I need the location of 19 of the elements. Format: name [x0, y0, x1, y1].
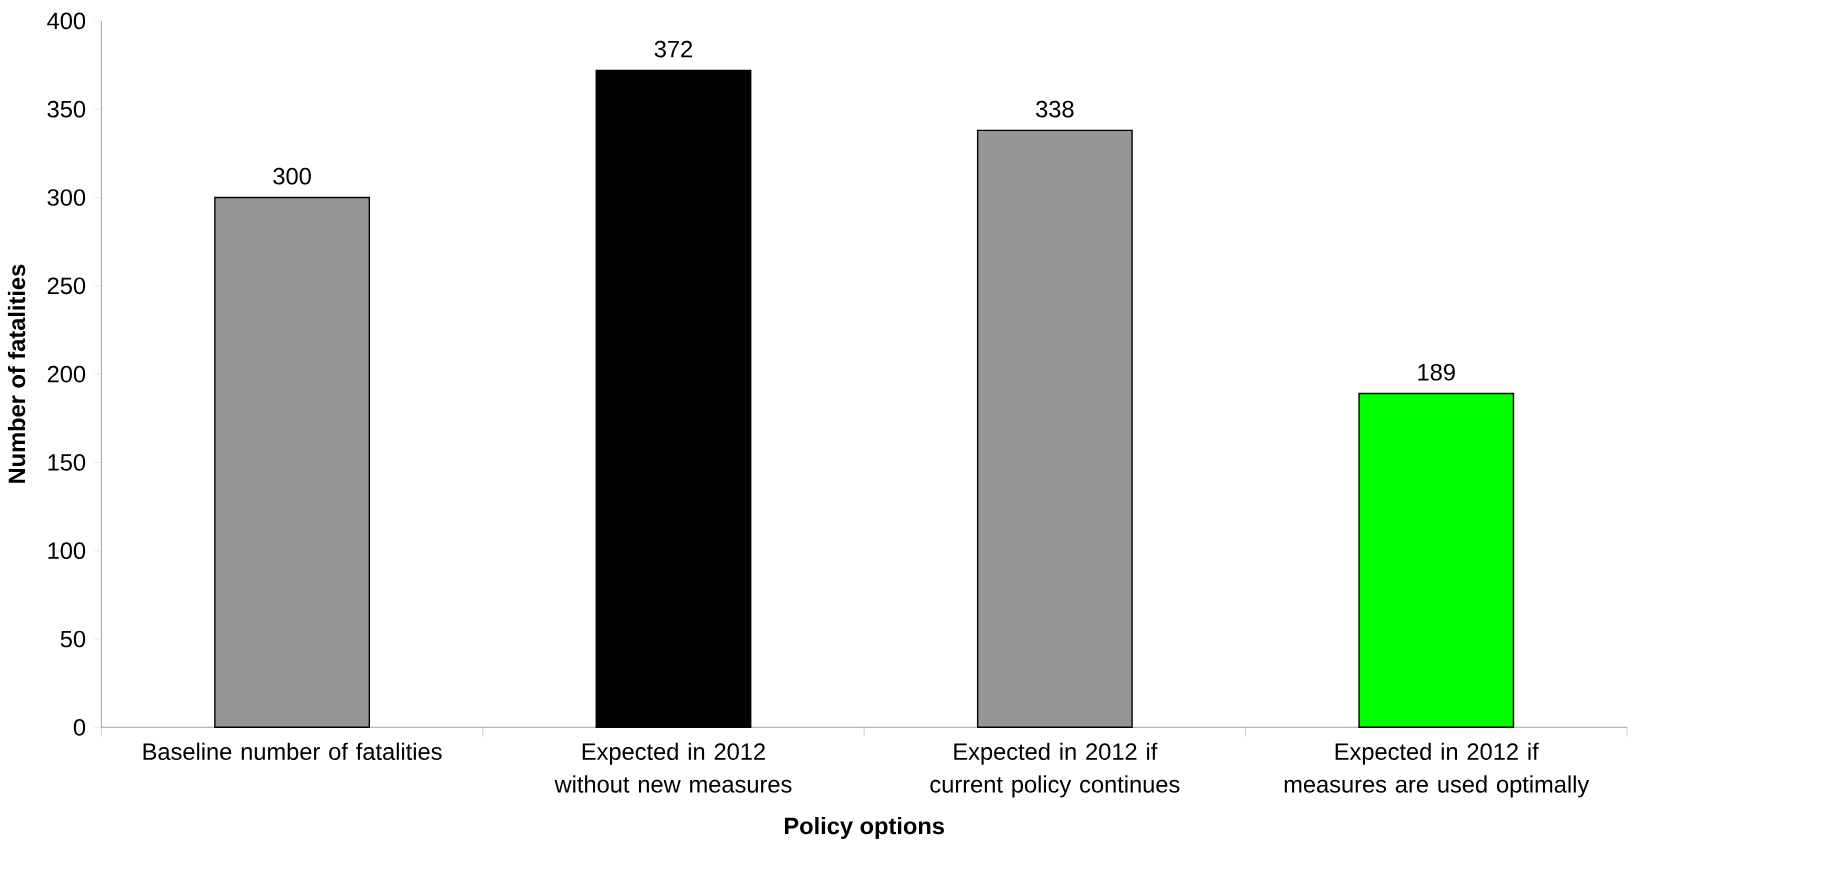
x-tick-label: Baseline number of fatalities [143, 742, 442, 761]
x-axis-title: Policy options [784, 816, 944, 840]
y-tick-label: 400 [47, 12, 86, 30]
x-tick-label: Expected in 2012 without new measures [554, 742, 792, 793]
x-tick-label: Expected in 2012 if current policy continues [930, 742, 1180, 798]
y-tick-label: 200 [47, 365, 86, 383]
y-tick-label: 100 [48, 542, 86, 560]
x-tick-label: Expected in 2012 if measures are used optimally [1284, 742, 1590, 798]
data-label: 372 [654, 40, 693, 58]
y-tick-label: 50 [60, 630, 86, 648]
y-tick-label: 300 [47, 189, 86, 206]
data-label: 189 [1418, 363, 1455, 381]
y-axis-title: Number of fatalities [7, 264, 26, 483]
data-label: 300 [273, 167, 311, 185]
y-tick-label: 250 [47, 277, 86, 295]
y-tick-label: 0 [73, 718, 86, 736]
y-tick-label: 350 [47, 100, 86, 118]
data-label: 338 [1036, 100, 1074, 118]
y-tick-label: 150 [48, 454, 86, 471]
